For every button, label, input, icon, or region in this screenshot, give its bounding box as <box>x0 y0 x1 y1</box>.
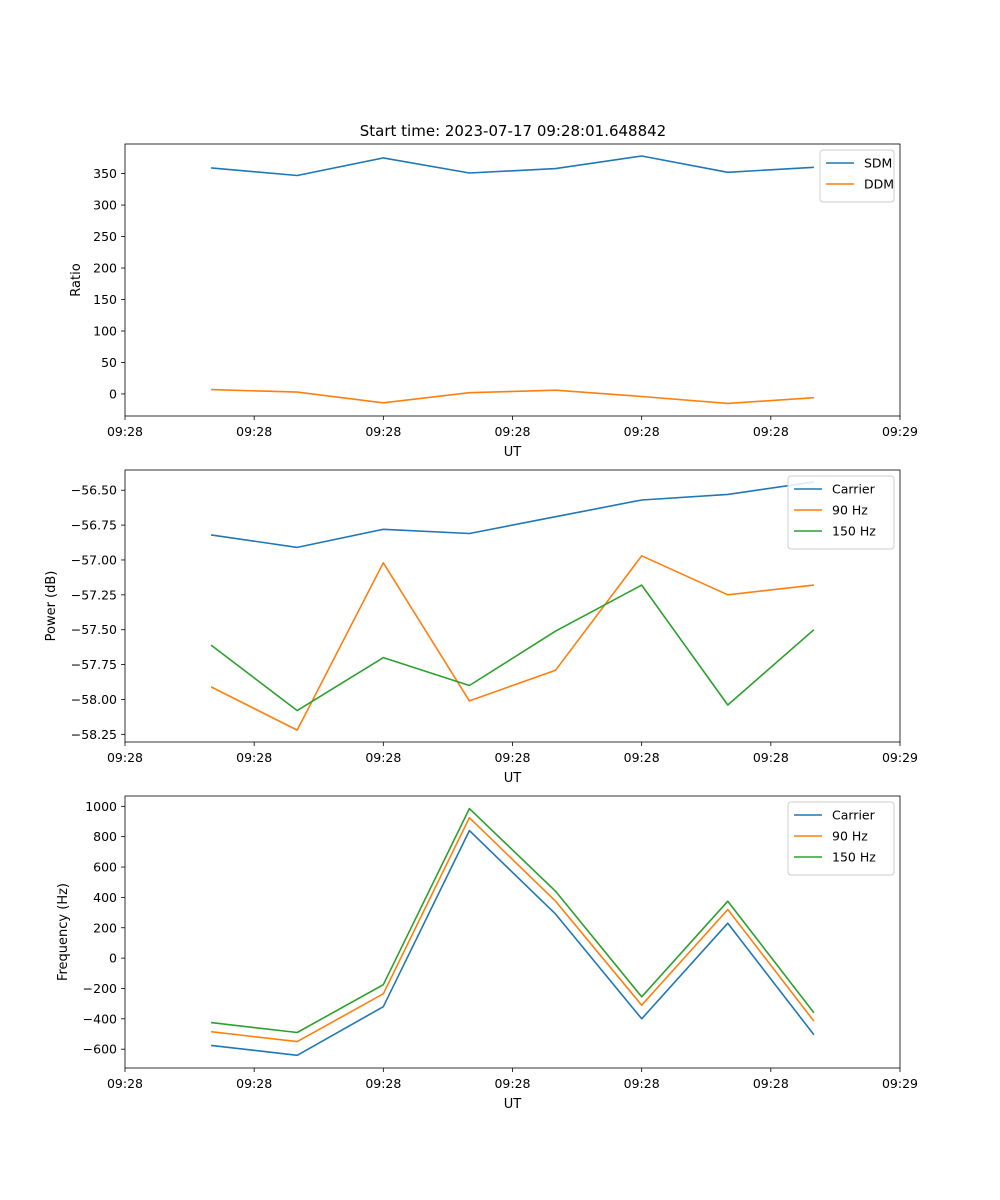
legend-label: Carrier <box>832 482 876 497</box>
plot-area <box>125 796 900 1068</box>
series-line-sdm <box>211 155 814 177</box>
x-tick-label: 09:28 <box>107 424 143 439</box>
y-tick-label: 400 <box>93 890 117 905</box>
x-tick-label: 09:28 <box>365 1076 401 1091</box>
y-tick-label: 0 <box>109 386 117 401</box>
series-line-90-hz <box>211 816 815 1043</box>
x-tick-label: 09:28 <box>107 750 143 765</box>
x-axis-label: UT <box>504 771 522 786</box>
figure-title: Start time: 2023-07-17 09:28:01.648842 <box>360 122 666 140</box>
legend-label: 90 Hz <box>832 829 868 844</box>
legend-label: DDM <box>864 177 894 192</box>
x-tick-label: 09:29 <box>882 424 918 439</box>
y-tick-label: 250 <box>93 229 117 244</box>
x-tick-label: 09:28 <box>624 1076 660 1091</box>
y-tick-label: −58.00 <box>71 692 117 707</box>
y-tick-label: 200 <box>93 261 117 276</box>
y-tick-label: −57.25 <box>71 587 117 602</box>
legend-label: 150 Hz <box>832 524 876 539</box>
y-axis-label: Power (dB) <box>44 571 59 642</box>
x-axis-label: UT <box>504 1097 522 1112</box>
x-tick-label: 09:28 <box>753 424 789 439</box>
x-tick-label: 09:29 <box>882 750 918 765</box>
axes-frame <box>124 469 901 743</box>
x-tick-label: 09:28 <box>236 1076 272 1091</box>
y-tick-label: −400 <box>83 1011 117 1026</box>
y-tick-label: −56.75 <box>71 518 117 533</box>
x-tick-label: 09:28 <box>236 750 272 765</box>
x-tick-label: 09:28 <box>624 424 660 439</box>
x-axis-label: UT <box>504 445 522 460</box>
legend-label: Carrier <box>832 808 876 823</box>
x-tick-label: 09:28 <box>107 1076 143 1091</box>
chart-panel-2: 09:28 09:28 09:28 09:28 09:28 09:28 09:29 −58.2… <box>44 469 918 786</box>
plot-area <box>125 470 900 742</box>
y-tick-label: 150 <box>93 292 117 307</box>
axes-frame <box>124 143 901 417</box>
x-tick-label: 09:28 <box>624 750 660 765</box>
series-line-carrier <box>211 829 815 1057</box>
axes-frame <box>124 795 901 1069</box>
x-tick-label: 09:28 <box>365 424 401 439</box>
y-tick-label: 1000 <box>85 799 117 814</box>
y-tick-label: 600 <box>93 860 117 875</box>
y-tick-label: 800 <box>93 829 117 844</box>
y-tick-label: −200 <box>83 981 117 996</box>
y-tick-label: 100 <box>93 324 117 339</box>
chart-panel-1: 09:28 09:28 09:28 09:28 09:28 09:28 09:29 0 50 10… <box>69 143 918 460</box>
series-line-150-hz <box>210 584 815 712</box>
series-line-ddm <box>211 388 814 405</box>
chart-panel-3: 09:28 09:28 09:28 09:28 09:28 09:28 09:29 −600 −… <box>56 795 918 1112</box>
y-tick-label: −600 <box>83 1042 117 1057</box>
y-axis-label: Frequency (Hz) <box>56 883 71 981</box>
legend-label: 150 Hz <box>832 850 876 865</box>
series-line-carrier <box>210 481 815 549</box>
x-tick-label: 09:28 <box>753 750 789 765</box>
y-axis-label: Ratio <box>69 263 84 296</box>
y-tick-label: −57.50 <box>71 622 117 637</box>
y-tick-label: 50 <box>101 355 117 370</box>
y-tick-label: −58.25 <box>71 727 117 742</box>
y-tick-label: −56.50 <box>71 483 117 498</box>
legend: Carrier 90 Hz 150 Hz <box>787 801 895 876</box>
x-tick-label: 09:29 <box>882 1076 918 1091</box>
x-tick-label: 09:28 <box>753 1076 789 1091</box>
y-tick-label: −57.00 <box>71 552 117 567</box>
x-tick-label: 09:28 <box>494 1076 530 1091</box>
y-tick-label: 300 <box>93 198 117 213</box>
legend-label: SDM <box>864 156 892 171</box>
legend: Carrier 90 Hz 150 Hz <box>787 475 895 550</box>
x-tick-label: 09:28 <box>494 750 530 765</box>
plot-area <box>125 144 900 416</box>
series-line-150-hz <box>211 807 815 1034</box>
y-tick-label: 200 <box>93 920 117 935</box>
legend-label: 90 Hz <box>832 503 868 518</box>
y-tick-label: 350 <box>93 166 117 181</box>
y-tick-label: −57.75 <box>71 657 117 672</box>
chart-panels: 09:28 09:28 09:28 09:28 09:28 09:28 09:29 0 50 10… <box>44 143 918 1112</box>
x-tick-label: 09:28 <box>236 424 272 439</box>
y-tick-label: 0 <box>109 951 117 966</box>
legend: SDM DDM <box>819 149 895 203</box>
x-tick-label: 09:28 <box>494 424 530 439</box>
x-tick-label: 09:28 <box>365 750 401 765</box>
